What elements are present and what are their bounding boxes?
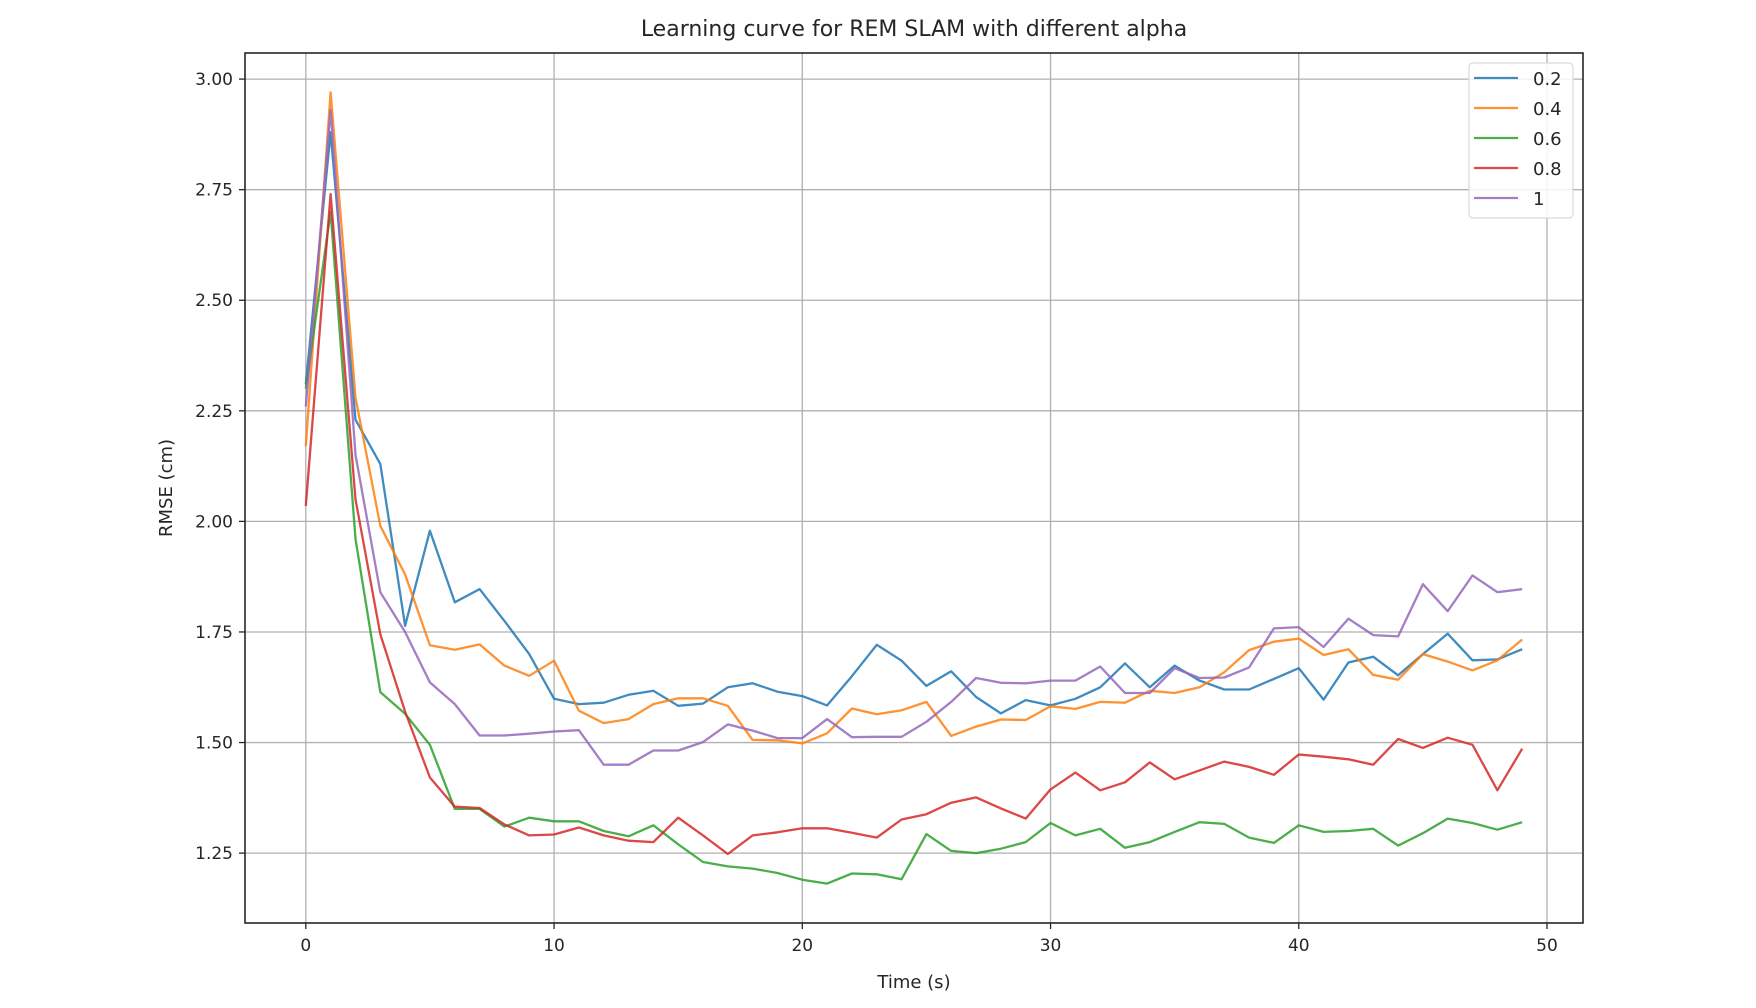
legend-label: 0.4 bbox=[1533, 99, 1562, 120]
y-tick-label: 2.75 bbox=[195, 181, 233, 201]
series-line-1 bbox=[304, 108, 1523, 766]
x-tick-label: 50 bbox=[1536, 936, 1558, 956]
x-axis-label: Time (s) bbox=[876, 972, 950, 993]
legend: 0.2 0.4 0.6 0.8 1 bbox=[1468, 62, 1574, 219]
legend-label: 0.8 bbox=[1533, 159, 1562, 180]
x-tick-label: 30 bbox=[1040, 936, 1062, 956]
y-tick-label: 2.00 bbox=[195, 512, 233, 532]
legend-label: 0.2 bbox=[1533, 69, 1562, 90]
grid bbox=[245, 53, 1583, 923]
x-tick-label: 20 bbox=[791, 936, 813, 956]
legend-label: 0.6 bbox=[1533, 129, 1562, 150]
series-line-0-8 bbox=[304, 192, 1524, 856]
x-axis-ticks: 0 10 20 30 40 50 bbox=[300, 923, 1558, 956]
x-tick-label: 10 bbox=[543, 936, 565, 956]
series-line-0-2 bbox=[304, 131, 1523, 715]
y-tick-label: 1.50 bbox=[195, 734, 233, 754]
legend-box bbox=[1468, 62, 1574, 219]
y-tick-label: 2.50 bbox=[195, 291, 233, 311]
y-tick-label: 2.25 bbox=[195, 402, 233, 422]
y-axis-label: RMSE (cm) bbox=[156, 439, 177, 537]
y-tick-label: 3.00 bbox=[195, 70, 233, 90]
y-axis-ticks: 1.25 1.50 1.75 2.00 2.25 2.50 2.75 3.00 bbox=[195, 70, 245, 864]
x-tick-label: 0 bbox=[300, 936, 311, 956]
x-tick-label: 40 bbox=[1288, 936, 1310, 956]
y-tick-label: 1.25 bbox=[195, 844, 233, 864]
y-tick-label: 1.75 bbox=[195, 623, 233, 643]
chart-title: Learning curve for REM SLAM with differe… bbox=[641, 17, 1187, 42]
axes-frame bbox=[244, 52, 1584, 924]
legend-label: 1 bbox=[1533, 189, 1544, 210]
series-line-0-4 bbox=[304, 91, 1523, 745]
series-lines bbox=[304, 91, 1524, 885]
